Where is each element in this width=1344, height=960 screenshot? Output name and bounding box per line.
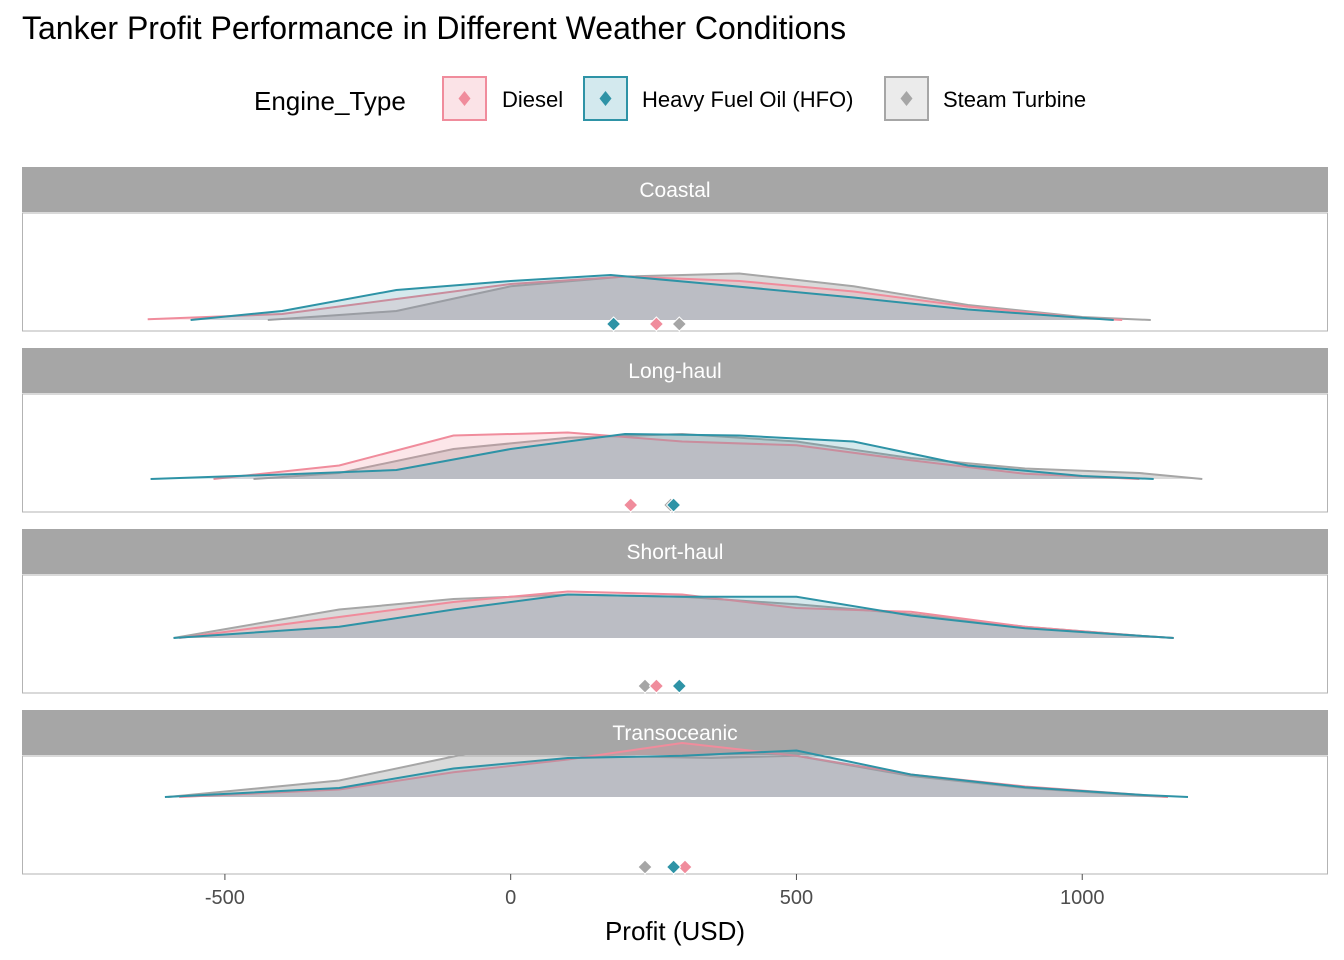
density-area-steam-turbine (167, 750, 1168, 797)
legend-diamond-hfo (599, 91, 612, 106)
legend-title: Engine_Type (254, 86, 406, 116)
density-area-diesel (213, 432, 1140, 479)
density-area-heavy-fuel-oil-hfo (173, 594, 1174, 638)
mean-marker-heavy-fuel-oil-hfo (671, 678, 688, 694)
density-line-heavy-fuel-oil-hfo (150, 432, 1154, 480)
x-tick-label: 1000 (1060, 887, 1105, 909)
facet-panel-short-haul: Short-haul (22, 529, 1328, 694)
mean-marker-diesel (648, 316, 665, 332)
density-area-heavy-fuel-oil-hfo (164, 750, 1188, 797)
density-line-heavy-fuel-oil-hfo (164, 749, 1189, 798)
density-area-heavy-fuel-oil-hfo (190, 275, 1114, 320)
legend-item-diesel: Diesel (442, 76, 563, 121)
density-area-steam-turbine (253, 434, 1203, 479)
facet-panel-transoceanic: Transoceanic (22, 710, 1328, 875)
density-area-diesel (179, 591, 1174, 638)
facet-strip (22, 710, 1328, 755)
facet-strip-label: Coastal (639, 179, 710, 202)
legend-label-steam: Steam Turbine (943, 87, 1086, 112)
mean-marker-steam-turbine (637, 859, 653, 875)
legend-diamond-diesel (458, 91, 471, 106)
facet-panel-border (22, 393, 1328, 513)
legend-label-diesel: Diesel (502, 87, 563, 112)
mean-marker-heavy-fuel-oil-hfo (665, 497, 682, 513)
legend-diamond-steam (900, 91, 913, 106)
facet-panels: Coastal Long-haul Short-haul Transoceanic (22, 167, 1328, 875)
legend-key-diesel (442, 76, 487, 121)
facet-strip (22, 167, 1328, 212)
mean-marker-diesel (622, 497, 639, 513)
legend-item-steam: Steam Turbine (884, 76, 1086, 121)
mean-marker-heavy-fuel-oil-hfo (665, 859, 682, 875)
x-axis: -500 0 500 1000 (205, 874, 1105, 909)
density-line-heavy-fuel-oil-hfo (173, 593, 1174, 639)
density-area-diesel (179, 743, 1168, 797)
facet-panel-long-haul: Long-haul (22, 348, 1328, 513)
facet-panel-coastal: Coastal (22, 167, 1328, 332)
mean-marker-steam-turbine (671, 316, 688, 332)
mean-marker-diesel (677, 859, 693, 875)
legend-item-hfo: Heavy Fuel Oil (HFO) (583, 76, 853, 121)
mean-marker-diesel (648, 678, 665, 694)
x-tick-label: -500 (205, 887, 245, 909)
legend-label-hfo: Heavy Fuel Oil (HFO) (642, 87, 853, 112)
facet-panel-border (22, 212, 1328, 332)
density-area-heavy-fuel-oil-hfo (150, 434, 1154, 479)
facet-strip-label: Transoceanic (612, 722, 737, 745)
facet-strip (22, 529, 1328, 574)
density-line-diesel (147, 275, 1123, 321)
legend-key-hfo (583, 76, 628, 121)
density-line-steam-turbine (253, 432, 1203, 480)
mean-marker-steam-turbine (637, 678, 653, 694)
x-tick-label: 500 (780, 887, 813, 909)
chart-title: Tanker Profit Performance in Different W… (22, 10, 846, 46)
legend: Engine_Type Diesel Heavy Fuel Oil (HFO) … (254, 76, 1086, 121)
density-line-heavy-fuel-oil-hfo (190, 273, 1114, 321)
facet-strip (22, 348, 1328, 393)
facet-strip-label: Long-haul (628, 360, 721, 383)
mean-marker-heavy-fuel-oil-hfo (605, 316, 622, 332)
density-line-steam-turbine (267, 272, 1151, 321)
x-axis-title: Profit (USD) (605, 916, 745, 946)
density-area-diesel (147, 276, 1123, 320)
density-line-diesel (213, 431, 1140, 480)
facet-strip-label: Short-haul (627, 541, 724, 564)
density-area-steam-turbine (267, 273, 1151, 320)
facet-panel-border (22, 755, 1328, 875)
x-tick-label: 0 (505, 887, 516, 909)
